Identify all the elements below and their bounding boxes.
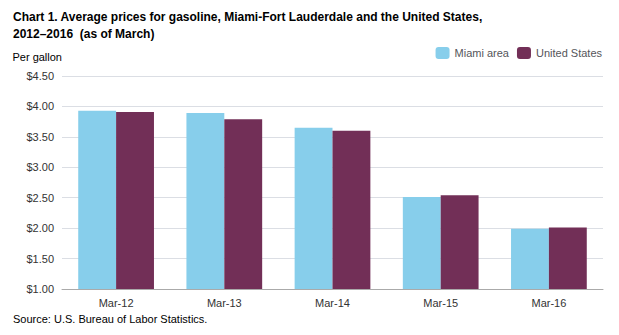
svg-text:$4.00: $4.00 [26,100,54,112]
svg-text:$3.50: $3.50 [26,131,54,143]
svg-text:Mar-13: Mar-13 [207,297,242,309]
svg-text:Mar-12: Mar-12 [99,297,134,309]
svg-text:Miami area: Miami area [455,47,510,59]
svg-text:Source: U.S. Bureau of Labor S: Source: U.S. Bureau of Labor Statistics. [13,313,207,325]
svg-text:United States: United States [536,47,603,59]
svg-text:$1.50: $1.50 [26,253,54,265]
svg-text:$2.00: $2.00 [26,222,54,234]
svg-text:$4.50: $4.50 [26,70,54,82]
svg-text:$1.00: $1.00 [26,283,54,295]
svg-text:Mar-14: Mar-14 [315,297,350,309]
svg-text:2012–2016 (as of March): 2012–2016 (as of March) [13,27,154,41]
svg-text:$3.00: $3.00 [26,161,54,173]
svg-text:Mar-15: Mar-15 [423,297,458,309]
svg-text:Mar-16: Mar-16 [531,297,566,309]
svg-text:Chart 1. Average prices for ga: Chart 1. Average prices for gasoline, Mi… [13,10,482,24]
svg-text:$2.50: $2.50 [26,192,54,204]
svg-text:Per gallon: Per gallon [12,51,62,63]
